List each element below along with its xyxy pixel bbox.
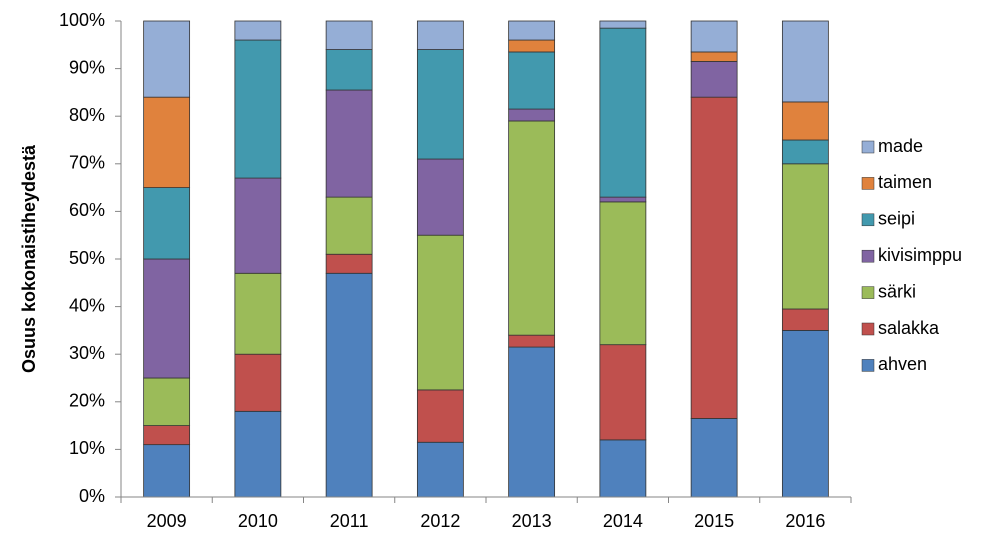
y-tick-label: 10% (69, 438, 105, 458)
bar-segment (508, 120, 556, 336)
bar-segment (325, 20, 373, 50)
legend-label: salakka (878, 318, 940, 338)
x-tick-label: 2013 (512, 511, 552, 531)
x-tick-label: 2012 (420, 511, 460, 531)
bar-segment (325, 89, 373, 198)
legend-swatch (861, 359, 875, 372)
y-tick-label: 80% (69, 105, 105, 125)
bar-segment (781, 101, 829, 141)
y-tick-label: 90% (69, 57, 105, 77)
bar-segment (508, 51, 556, 110)
bar-segment (416, 158, 464, 236)
bar-segment (781, 139, 829, 165)
bar-segment (599, 201, 647, 346)
bar-segment (781, 308, 829, 331)
legend-label: made (878, 136, 923, 156)
legend-label: seipi (878, 209, 915, 229)
bar-segment (234, 353, 282, 412)
y-tick-label: 40% (69, 295, 105, 315)
bar-segment (781, 329, 829, 498)
legend-swatch (861, 140, 875, 154)
legend-label: taimen (878, 172, 932, 192)
bar-segment (508, 39, 556, 53)
bar-segment (234, 410, 282, 498)
x-tick-label: 2016 (785, 511, 825, 531)
bar-segment (690, 418, 738, 498)
bar-segment (508, 108, 556, 122)
bar-segment (599, 344, 647, 441)
bar-segment (234, 272, 282, 355)
bar-segment (690, 51, 738, 62)
y-tick-label: 50% (69, 248, 105, 268)
bar-segment (690, 61, 738, 98)
bar-segment (599, 20, 647, 29)
bar-segment (143, 187, 191, 260)
x-tick-label: 2010 (238, 511, 278, 531)
bar-segment (143, 425, 191, 446)
x-tick-label: 2014 (603, 511, 643, 531)
y-tick-label: 0% (79, 486, 105, 506)
bar-segment (325, 196, 373, 255)
bar-segment (325, 272, 373, 498)
y-tick-label: 70% (69, 153, 105, 173)
bar-segment (599, 439, 647, 498)
bar-segment (416, 234, 464, 391)
bar-segment (416, 20, 464, 50)
x-tick-label: 2009 (147, 511, 187, 531)
y-tick-label: 20% (69, 391, 105, 411)
bar-segment (781, 163, 829, 310)
legend-swatch (861, 213, 875, 227)
x-tick-label: 2011 (330, 511, 369, 531)
legend-label: särki (878, 281, 916, 301)
bar-segment (781, 20, 829, 103)
legend-label: ahven (878, 354, 927, 374)
bar-segment (508, 346, 556, 498)
y-tick-label: 100% (59, 10, 105, 30)
bar-segment (234, 177, 282, 274)
bar-segment (143, 96, 191, 189)
bar-segment (599, 27, 647, 198)
bar-segment (508, 20, 556, 41)
y-axis-label: Osuus kokonaistiheydestä (19, 144, 39, 373)
bar-segment (143, 20, 191, 98)
bar-segment (416, 441, 464, 498)
bar-segment (234, 39, 282, 179)
bar-segment (508, 334, 556, 348)
legend-swatch (861, 249, 875, 263)
bar-segment (416, 49, 464, 160)
y-tick-label: 60% (69, 200, 105, 220)
bar-segment (690, 20, 738, 53)
legend-swatch (861, 286, 875, 299)
bar-segment (690, 96, 738, 419)
bar-segment (143, 444, 191, 498)
bar-segment (234, 20, 282, 41)
bar-segment (143, 377, 191, 426)
bar-segment (143, 258, 191, 379)
bar-segment (325, 253, 373, 274)
bar-segment (325, 49, 373, 91)
y-tick-label: 30% (69, 343, 105, 363)
x-tick-label: 2015 (694, 511, 734, 531)
legend-swatch (861, 177, 875, 190)
legend-label: kivisimppu (878, 245, 962, 265)
bar-segment (599, 196, 647, 203)
bar-segment (416, 389, 464, 443)
legend-swatch (861, 322, 875, 336)
